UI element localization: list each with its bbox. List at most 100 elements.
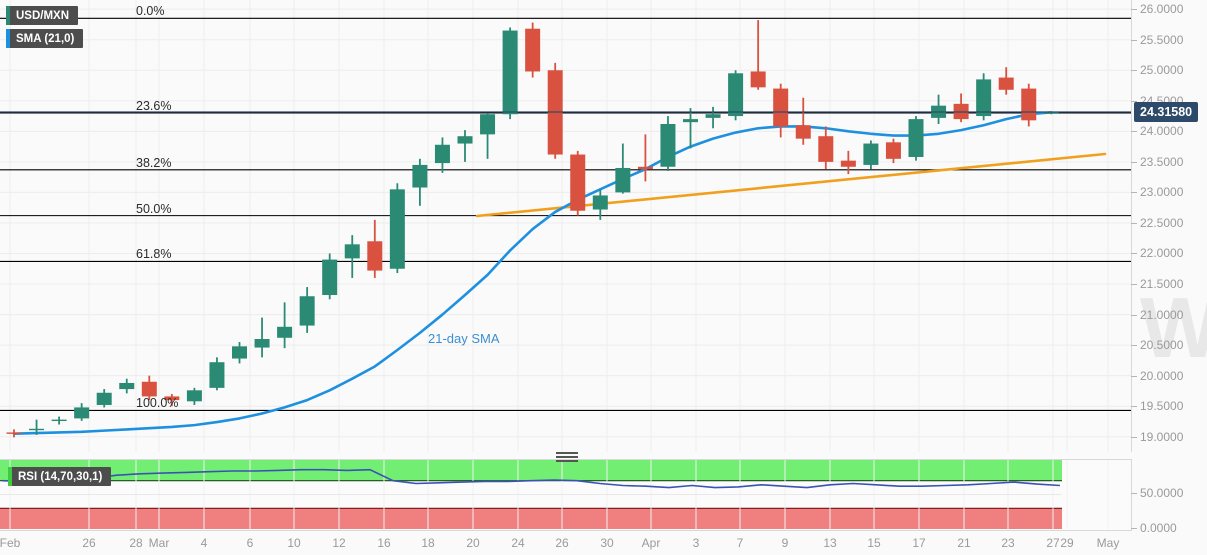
candlestick: [141, 375, 157, 401]
candlestick: [863, 140, 879, 170]
candlestick: [525, 22, 541, 78]
candlestick: [434, 137, 450, 173]
candlestick: [683, 108, 698, 149]
price-axis-tick: [1131, 100, 1137, 102]
symbol-label: USD/MXN: [16, 9, 70, 22]
rsi-chip[interactable]: RSI (14,70,30,1): [8, 467, 112, 486]
candlestick: [186, 387, 202, 405]
candlestick: [119, 378, 135, 394]
price-axis-tick: [1131, 9, 1137, 11]
date-axis-label: 24: [511, 536, 525, 550]
rsi-axis-label: 50.0000: [1140, 486, 1184, 500]
rsi-axis-tick: [1131, 493, 1137, 494]
price-axis-tick: [1131, 70, 1137, 72]
price-pane[interactable]: [0, 0, 1132, 452]
price-axis-tick: [1131, 314, 1137, 316]
candlestick: [931, 94, 947, 124]
candlestick: [818, 126, 834, 170]
candlestick: [953, 93, 969, 123]
symbol-chip[interactable]: USD/MXN: [6, 6, 79, 25]
candlestick: [299, 287, 315, 333]
rsi-color-swatch: [8, 467, 12, 486]
candlestick: [773, 83, 789, 138]
current-price-tag: 24.31580: [1134, 102, 1199, 123]
price-axis-tick: [1131, 284, 1137, 286]
date-axis-label: 28: [129, 536, 143, 550]
candlestick: [795, 97, 811, 145]
price-axis-label: 24.0000: [1140, 124, 1184, 139]
date-axis-label: Mar: [148, 536, 170, 550]
sma-annotation-label: 21-day SMA: [428, 331, 500, 346]
fibonacci-level-label: 61.8%: [136, 247, 172, 262]
date-axis-label: 18: [421, 536, 435, 550]
date-axis-label: 6: [246, 536, 254, 550]
candlestick: [232, 342, 247, 364]
candlestick: [74, 403, 90, 421]
date-axis-label: 30: [600, 536, 614, 550]
candlestick: [570, 150, 586, 216]
date-axis-label: 23: [1001, 536, 1015, 550]
candlestick: [6, 429, 22, 438]
candlestick: [547, 62, 563, 159]
rsi-pane[interactable]: [0, 459, 1132, 531]
indicator-chip[interactable]: SMA (21,0): [6, 29, 84, 48]
price-axis-label: 21.0000: [1140, 307, 1184, 322]
price-axis-tick: [1131, 406, 1137, 408]
candlestick: [998, 67, 1014, 95]
candlestick: [389, 183, 405, 274]
price-axis-tick: [1131, 222, 1137, 224]
price-axis-label: 19.5000: [1140, 399, 1184, 414]
candlestick: [750, 20, 766, 90]
price-axis-label: 22.5000: [1140, 215, 1184, 230]
candlestick: [412, 158, 428, 206]
candlestick: [277, 302, 293, 349]
candlesticks: [6, 20, 1059, 438]
horizontal-gridlines: [0, 8, 1131, 438]
price-axis-label: 25.5000: [1140, 32, 1184, 47]
candlestick: [976, 73, 992, 121]
price-axis-tick: [1131, 39, 1137, 41]
date-axis-label: 26: [82, 536, 96, 550]
price-axis-label: 20.5000: [1140, 338, 1184, 353]
date-axis-label: 20: [466, 536, 480, 550]
date-axis-label: 10: [287, 536, 301, 550]
date-axis-label: 21: [957, 536, 971, 550]
date-axis-label: Apr: [641, 536, 661, 550]
price-axis-tick: [1131, 161, 1137, 163]
candlestick: [502, 27, 518, 120]
rsi-axis-tick: [1131, 528, 1137, 529]
rsi-label: RSI (14,70,30,1): [18, 470, 103, 483]
candlestick: [1021, 83, 1037, 127]
date-axis-label: 27: [1046, 536, 1060, 550]
candlestick: [322, 253, 338, 300]
candlestick: [457, 130, 473, 162]
price-axis-tick: [1131, 253, 1137, 255]
candlestick: [480, 113, 496, 159]
candlestick: [592, 189, 608, 220]
rsi-axis-label: 0.0000: [1140, 521, 1177, 535]
date-axis-label: 17: [912, 536, 926, 550]
rsi-overbought-band: [0, 460, 1062, 481]
candlestick: [728, 70, 744, 121]
price-axis-label: 23.0000: [1140, 185, 1184, 200]
date-axis-label: 15: [867, 536, 881, 550]
candlestick: [615, 143, 631, 194]
date-axis-label: 16: [377, 536, 391, 550]
date-axis-label: Feb: [0, 536, 21, 550]
fibonacci-level-label: 38.2%: [136, 155, 172, 170]
date-axis-label: May: [1096, 536, 1120, 550]
fibonacci-level-label: 23.6%: [136, 99, 172, 113]
candlestick: [705, 106, 721, 129]
price-axis-label: 23.5000: [1140, 154, 1184, 169]
pane-resize-handle[interactable]: [556, 452, 578, 462]
price-axis-tick: [1131, 375, 1137, 377]
date-axis-label: 13: [823, 536, 837, 550]
price-axis-tick: [1131, 192, 1137, 194]
vertical-gridlines: [9, 0, 1109, 452]
date-axis-label: 26: [555, 536, 569, 550]
candlestick: [908, 116, 924, 161]
fibonacci-level-label: 100.0%: [136, 396, 179, 411]
candlestick: [637, 134, 653, 182]
price-axis-label: 19.0000: [1140, 429, 1184, 444]
